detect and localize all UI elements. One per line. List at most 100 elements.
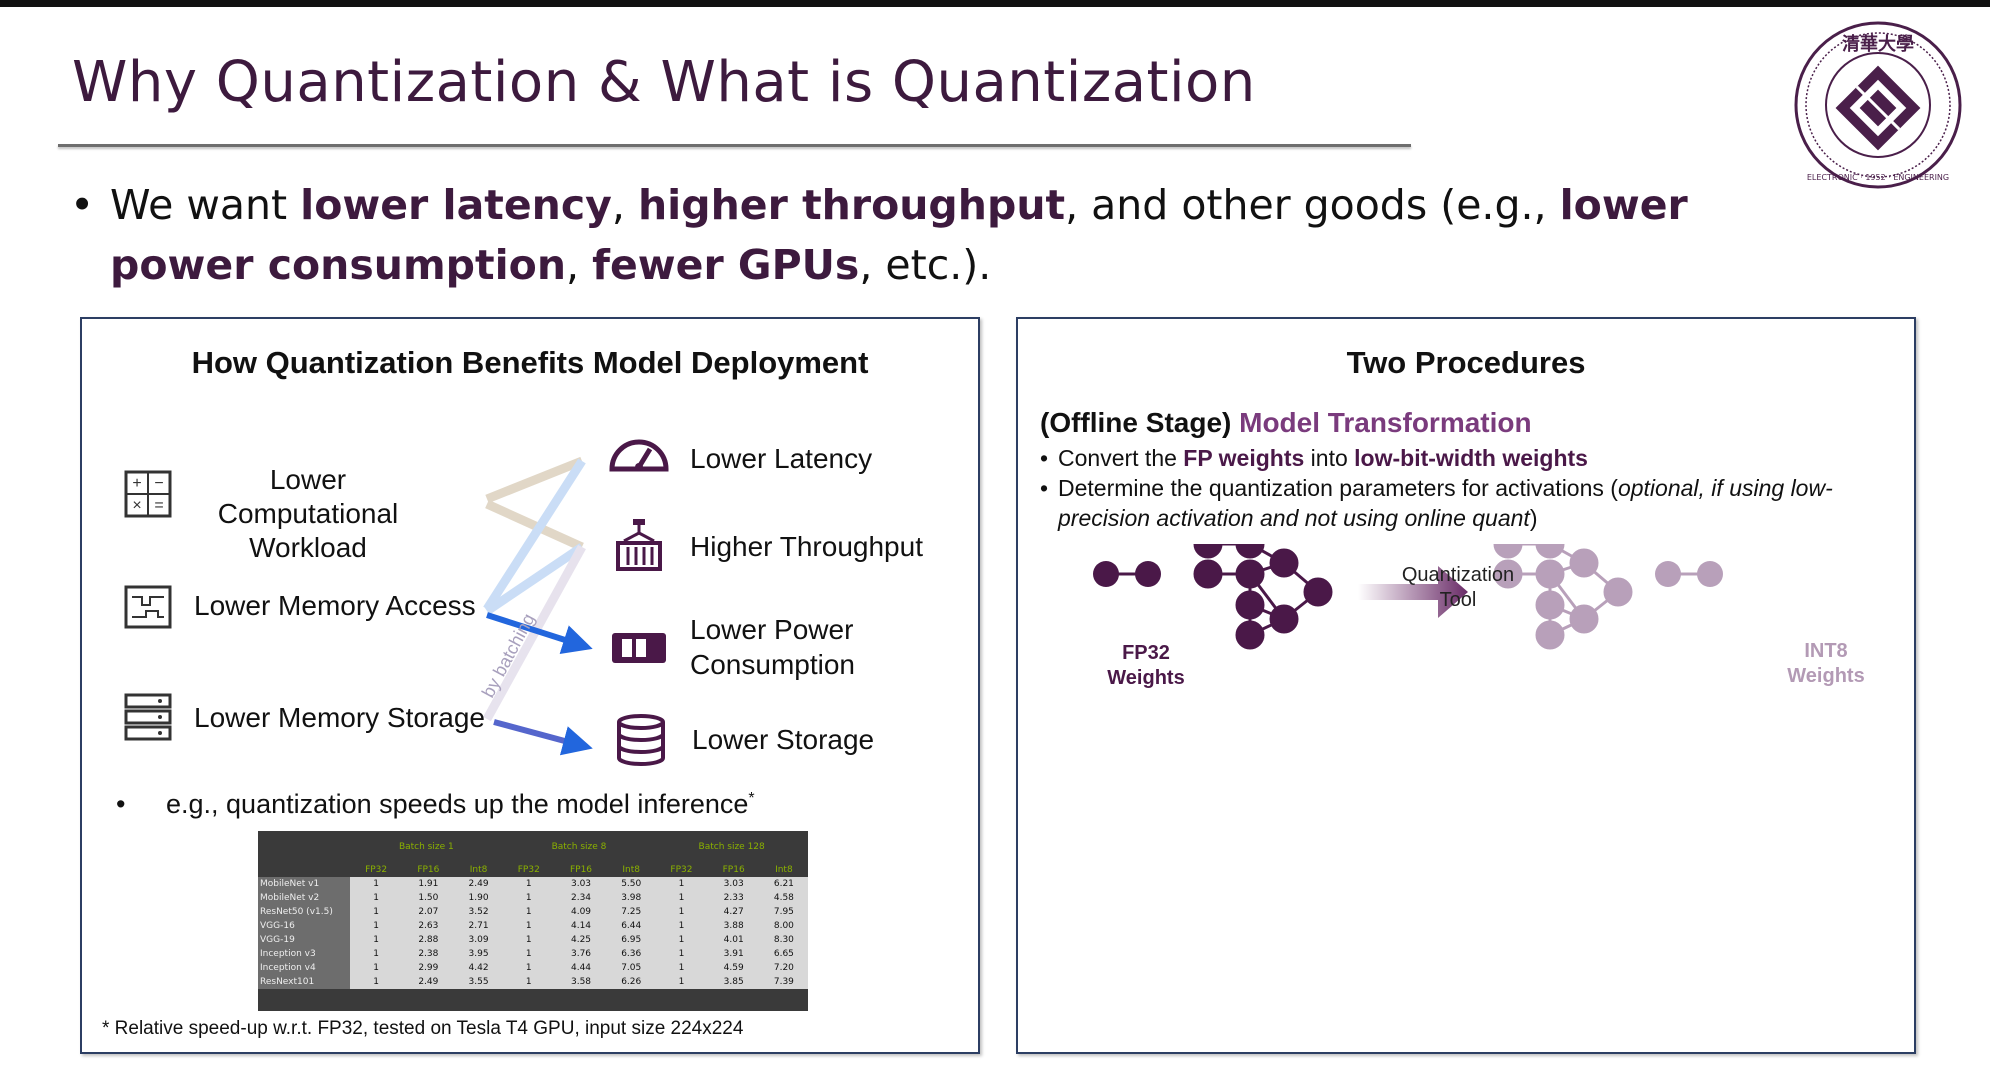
table-cell: 1.90 (454, 891, 503, 905)
table-cell: 5.50 (607, 877, 656, 891)
benefits-panel: How Quantization Benefits Model Deployme… (80, 317, 980, 1054)
table-cell: 1 (350, 891, 403, 905)
int8-weight-pair (1655, 561, 1723, 587)
table-cell: 1 (350, 877, 403, 891)
table-cell: 1 (502, 961, 555, 975)
table-row: MobileNet v1 1 1.91 2.49 1 3.03 5.50 1 3.03 6.21 (258, 877, 808, 891)
table-cell: 7.05 (607, 961, 656, 975)
example-bullet: • e.g., quantization speeds up the model… (116, 789, 755, 820)
table-row-model: ResNet50 (v1.5) (258, 905, 350, 919)
table-cell: 2.63 (402, 919, 455, 933)
table-row-model: Inception v3 (258, 947, 350, 961)
table-cell: 6.21 (759, 877, 808, 891)
memory-chip-icon (124, 585, 172, 629)
table-cell: 1 (655, 961, 708, 975)
cause-computational-workload: Lower Computational Workload (217, 464, 399, 563)
table-cell: 1 (502, 919, 555, 933)
table-row: VGG-16 1 2.63 2.71 1 4.14 6.44 1 3.88 8.00 (258, 919, 808, 933)
seal-ring-text: ELECTRONIC · 1952 · ENGINEERING (1807, 173, 1949, 182)
table-cell: 2.49 (402, 975, 455, 989)
table-row: ResNext101 1 2.49 3.55 1 3.58 6.26 1 3.85 7.39 (258, 975, 808, 989)
table-cell: 7.20 (759, 961, 808, 975)
title-divider (58, 144, 1411, 147)
svg-text:×: × (132, 497, 141, 514)
table-cell: 1 (502, 975, 555, 989)
int8-network (1493, 544, 1633, 650)
main-bullet: • We want lower latency, higher throughp… (70, 175, 1790, 295)
table-group-header: Batch size 8 (502, 831, 656, 863)
university-seal-logo: 清華大學 ELECTRONIC · 1952 · ENGINEERING (1794, 21, 1962, 189)
quantization-diagram (1093, 544, 1723, 650)
table-cell: 1 (655, 905, 708, 919)
table-cell: 4.09 (554, 905, 608, 919)
cause-memory-storage: Lower Memory Storage (194, 702, 486, 733)
table-cell: 2.07 (402, 905, 455, 919)
table-cell: 2.38 (402, 947, 455, 961)
table-cell: 1 (350, 975, 403, 989)
fp32-network (1193, 544, 1333, 650)
table-sub-header: Int8 (759, 863, 808, 877)
table-cell: 8.30 (759, 933, 808, 947)
table-row-model: MobileNet v1 (258, 877, 350, 891)
table-row-model: VGG-16 (258, 919, 350, 933)
table-group-header: Batch size 128 (655, 831, 808, 863)
slide-title: Why Quantization & What is Quantization (72, 50, 1256, 115)
table-row: Inception v3 1 2.38 3.95 1 3.76 6.36 1 3.91 6.65 (258, 947, 808, 961)
table-row: VGG-19 1 2.88 3.09 1 4.25 6.95 1 4.01 8.30 (258, 933, 808, 947)
procedures-panel-title: Two Procedures (1346, 345, 1586, 380)
cause-memory-access: Lower Memory Access (194, 590, 476, 621)
table-row: MobileNet v2 1 1.50 1.90 1 2.34 3.98 1 2.33 4.58 (258, 891, 808, 905)
table-cell: 6.36 (607, 947, 656, 961)
table-row-model: MobileNet v2 (258, 891, 350, 905)
emphasis-fewer-gpus: fewer GPUs (592, 241, 860, 289)
emphasis-lower-power: lower power consumption (110, 181, 1688, 289)
int8-weights-label: INT8 Weights (1787, 640, 1865, 687)
table-cell: 7.95 (759, 905, 808, 919)
procedures-panel: Two Procedures (Offline Stage) Model Tra… (1016, 317, 1916, 1054)
table-cell: 4.42 (454, 961, 503, 975)
table-row: ResNet50 (v1.5) 1 2.07 3.52 1 4.09 7.25 1 4.27 7.… (258, 905, 808, 919)
calculator-icon: + − × = (124, 470, 172, 518)
table-cell: 1 (502, 933, 555, 947)
effect-lower-power-consumption: Lower Power Consumption (690, 614, 855, 680)
stage-heading: (Offline Stage) Model Transformation (1040, 407, 1532, 439)
table-sub-header: Int8 (607, 863, 656, 877)
table-cell: 6.44 (607, 919, 656, 933)
table-row-model: ResNext101 (258, 975, 350, 989)
table-cell: 1 (655, 933, 708, 947)
table-cell: 1 (350, 905, 403, 919)
table-sub-header: FP16 (554, 863, 608, 877)
table-cell: 3.95 (454, 947, 503, 961)
speedometer-icon (609, 439, 669, 472)
footnote: * Relative speed-up w.r.t. FP32, tested … (102, 1018, 744, 1039)
table-cell: 2.71 (454, 919, 503, 933)
table-cell: 3.91 (707, 947, 760, 961)
table-cell: 3.55 (454, 975, 503, 989)
procedure-bullet-1: • Convert the FP weights into low-bit-wi… (1040, 445, 1588, 471)
container-crane-icon (616, 519, 662, 571)
benefit-arrows: by batching (478, 456, 593, 756)
table-cell: 3.03 (554, 877, 608, 891)
table-cell: 4.27 (707, 905, 760, 919)
effect-higher-throughput: Higher Throughput (690, 531, 923, 562)
bullet-dot: • (116, 789, 126, 819)
bullet-dot: • (70, 181, 95, 229)
table-cell: 1 (350, 947, 403, 961)
table-cell: 1 (350, 961, 403, 975)
table-group-header: Batch size 1 (350, 831, 503, 863)
table-cell: 6.26 (607, 975, 656, 989)
table-sub-header: FP32 (502, 863, 555, 877)
server-rack-icon (124, 693, 172, 741)
example-text: e.g., quantization speeds up the model i… (166, 789, 749, 819)
table-cell: 4.58 (759, 891, 808, 905)
table-cell: 4.59 (707, 961, 760, 975)
fp32-weights-label: FP32 Weights (1107, 642, 1185, 689)
footnote-marker: * (748, 790, 755, 807)
table-cell: 3.76 (554, 947, 608, 961)
fp32-weight-pair (1093, 561, 1161, 587)
transform-arrow-icon (1358, 566, 1468, 618)
emphasis-higher-throughput: higher throughput (637, 181, 1066, 229)
table-sub-header: FP32 (655, 863, 708, 877)
table-row: Inception v4 1 2.99 4.42 1 4.44 7.05 1 4.59 7.20 (258, 961, 808, 975)
table-sub-header: FP16 (707, 863, 760, 877)
